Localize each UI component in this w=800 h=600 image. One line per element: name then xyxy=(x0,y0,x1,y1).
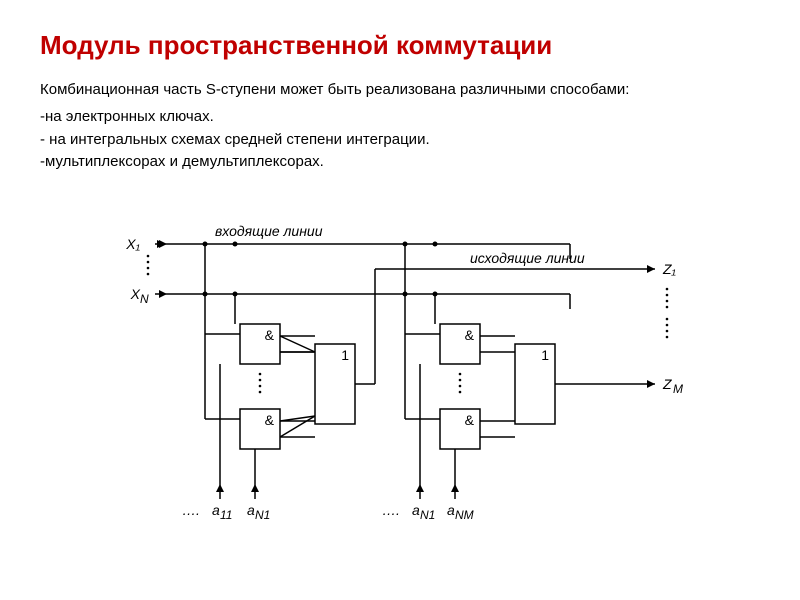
svg-text:X₁: X₁ xyxy=(125,236,140,252)
svg-text:Z₁: Z₁ xyxy=(662,261,677,277)
svg-text:&: & xyxy=(465,412,475,428)
svg-text:a: a xyxy=(447,502,455,518)
svg-text:a: a xyxy=(247,502,255,518)
svg-text:исходящие линии: исходящие линии xyxy=(470,250,585,266)
svg-text:&: & xyxy=(265,327,275,343)
bullet-list: -на электронных ключах. - на интегральны… xyxy=(40,106,760,174)
svg-text:….: …. xyxy=(182,502,200,518)
svg-text:входящие линии: входящие линии xyxy=(215,223,323,239)
svg-text:NM: NM xyxy=(455,508,474,522)
svg-text:&: & xyxy=(465,327,475,343)
svg-text:M: M xyxy=(673,382,683,396)
svg-text:Z: Z xyxy=(662,376,672,392)
svg-text:1: 1 xyxy=(541,347,549,363)
bullet-2: - на интегральных схемах средней степени… xyxy=(40,129,760,152)
page-title: Модуль пространственной коммутации xyxy=(40,30,760,61)
intro-text: Комбинационная часть S-ступени может быт… xyxy=(40,79,760,100)
circuit-diagram: X₁ XNвходящие линии & & 1 & & 1 Z₁ исходящие лини… xyxy=(100,194,700,524)
svg-text:N1: N1 xyxy=(255,508,270,522)
svg-text:&: & xyxy=(265,412,275,428)
svg-text:1: 1 xyxy=(341,347,349,363)
svg-text:11: 11 xyxy=(220,508,232,522)
svg-text:N1: N1 xyxy=(420,508,435,522)
svg-text:X: X xyxy=(130,286,141,302)
svg-text:a: a xyxy=(212,502,220,518)
bullet-1: -на электронных ключах. xyxy=(40,106,760,129)
bullet-3: -мультиплексорах и демультиплексорах. xyxy=(40,151,760,174)
svg-text:a: a xyxy=(412,502,420,518)
svg-text:….: …. xyxy=(382,502,400,518)
svg-text:N: N xyxy=(140,292,149,306)
